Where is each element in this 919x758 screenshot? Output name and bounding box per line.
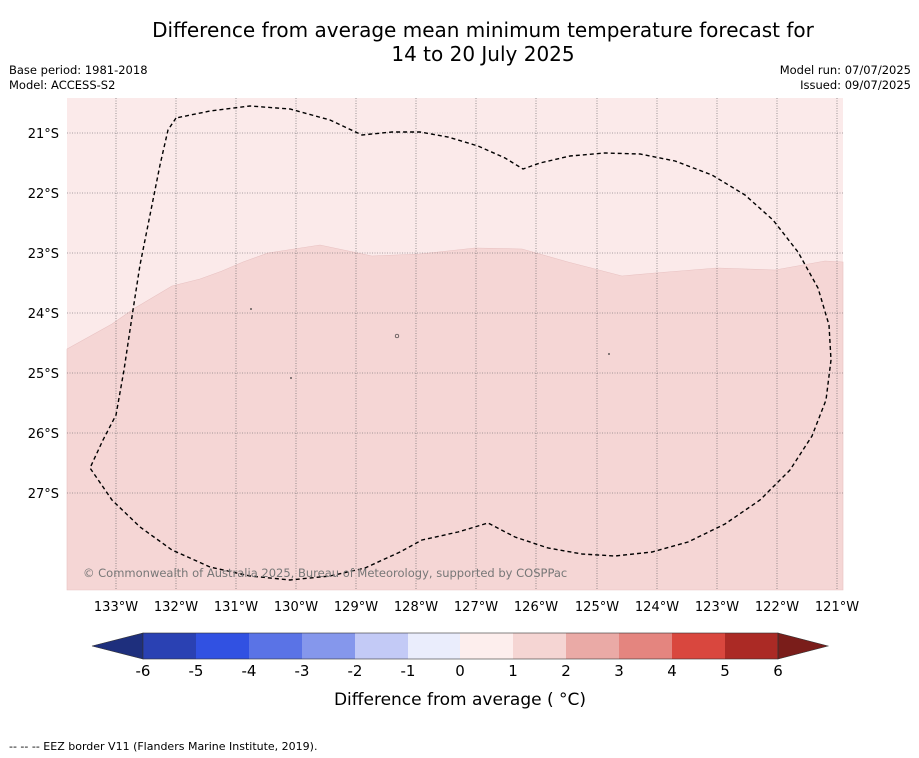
colorbar-tick: 0	[455, 662, 465, 680]
lon-label: 132°W	[154, 600, 198, 615]
lat-label: 26°S	[28, 427, 59, 442]
colorbar: -6 -5 -4 -3 -2 -1 0 1 2 3 4 5 6 Differen…	[91, 632, 830, 710]
colorbar-bin	[566, 633, 619, 659]
colorbar-tick: -2	[348, 662, 363, 680]
colorbar-bin	[619, 633, 672, 659]
lon-label: 125°W	[575, 600, 619, 615]
lat-label: 27°S	[28, 487, 59, 502]
colorbar-tick: -1	[401, 662, 416, 680]
colorbar-extend-high	[777, 632, 830, 660]
map-area: © Commonwealth of Australia 2025, Bureau…	[66, 98, 844, 591]
colorbar-tick: 5	[720, 662, 730, 680]
colorbar-extend-low	[91, 632, 144, 660]
colorbar-tick: -6	[136, 662, 151, 680]
colorbar-bin	[143, 633, 196, 659]
colorbar-bin	[460, 633, 513, 659]
colorbar-frame	[142, 632, 779, 660]
lat-label: 23°S	[28, 247, 59, 262]
title-line-1: Difference from average mean minimum tem…	[152, 18, 814, 42]
lat-label: 25°S	[28, 367, 59, 382]
issued-date: Issued: 09/07/2025	[800, 78, 911, 92]
colorbar-tick: -3	[295, 662, 310, 680]
colorbar-bin	[725, 633, 778, 659]
copyright-notice: © Commonwealth of Australia 2025, Bureau…	[83, 566, 567, 580]
colorbar-tick: 6	[773, 662, 783, 680]
title-line-2: 14 to 20 July 2025	[391, 42, 575, 66]
latitude-labels: 21°S 22°S 23°S 24°S 25°S 26°S 27°S	[28, 127, 59, 502]
colorbar-label: Difference from average ( °C)	[334, 690, 586, 710]
colorbar-bin	[355, 633, 408, 659]
lat-label: 21°S	[28, 127, 59, 142]
lon-label: 133°W	[94, 600, 138, 615]
eez-border	[89, 105, 832, 581]
lat-label: 22°S	[28, 187, 59, 202]
colorbar-tick: -5	[189, 662, 204, 680]
model-name: Model: ACCESS-S2	[9, 78, 116, 92]
colorbar-tick: 2	[561, 662, 571, 680]
lon-label: 129°W	[334, 600, 378, 615]
colorbar-tick: 3	[614, 662, 624, 680]
colorbar-bin	[408, 633, 460, 659]
lon-label: 128°W	[394, 600, 438, 615]
model-run: Model run: 07/07/2025	[779, 63, 911, 77]
anomaly-region-1-2	[66, 244, 844, 591]
lon-label: 127°W	[454, 600, 498, 615]
lon-label: 122°W	[755, 600, 799, 615]
colorbar-tick: 1	[508, 662, 518, 680]
colorbar-bin	[196, 633, 249, 659]
lon-label: 131°W	[214, 600, 258, 615]
colorbar-bin	[513, 633, 566, 659]
colorbar-tick-labels: -6 -5 -4 -3 -2 -1 0 1 2 3 4 5 6	[136, 662, 783, 680]
lon-label: 126°W	[514, 600, 558, 615]
colorbar-tick: -4	[242, 662, 257, 680]
lon-label: 121°W	[815, 600, 859, 615]
islands	[250, 308, 610, 379]
longitude-labels: 133°W 132°W 131°W 130°W 129°W 128°W 127°…	[94, 600, 859, 615]
eez-legend-note: -- -- -- EEZ border V11 (Flanders Marine…	[9, 740, 318, 753]
lon-label: 130°W	[274, 600, 318, 615]
base-period: Base period: 1981-2018	[9, 63, 148, 77]
colorbar-bin	[249, 633, 302, 659]
meta-right: Model run: 07/07/2025 Issued: 09/07/2025	[780, 63, 911, 93]
colorbar-bin	[302, 633, 355, 659]
map-title: Difference from average mean minimum tem…	[0, 18, 919, 66]
grid-lines	[67, 98, 843, 590]
lon-label: 123°W	[695, 600, 739, 615]
lat-label: 24°S	[28, 307, 59, 322]
lon-label: 124°W	[635, 600, 679, 615]
colorbar-tick: 4	[667, 662, 677, 680]
meta-left: Base period: 1981-2018 Model: ACCESS-S2	[9, 63, 148, 93]
colorbar-bin	[672, 633, 725, 659]
